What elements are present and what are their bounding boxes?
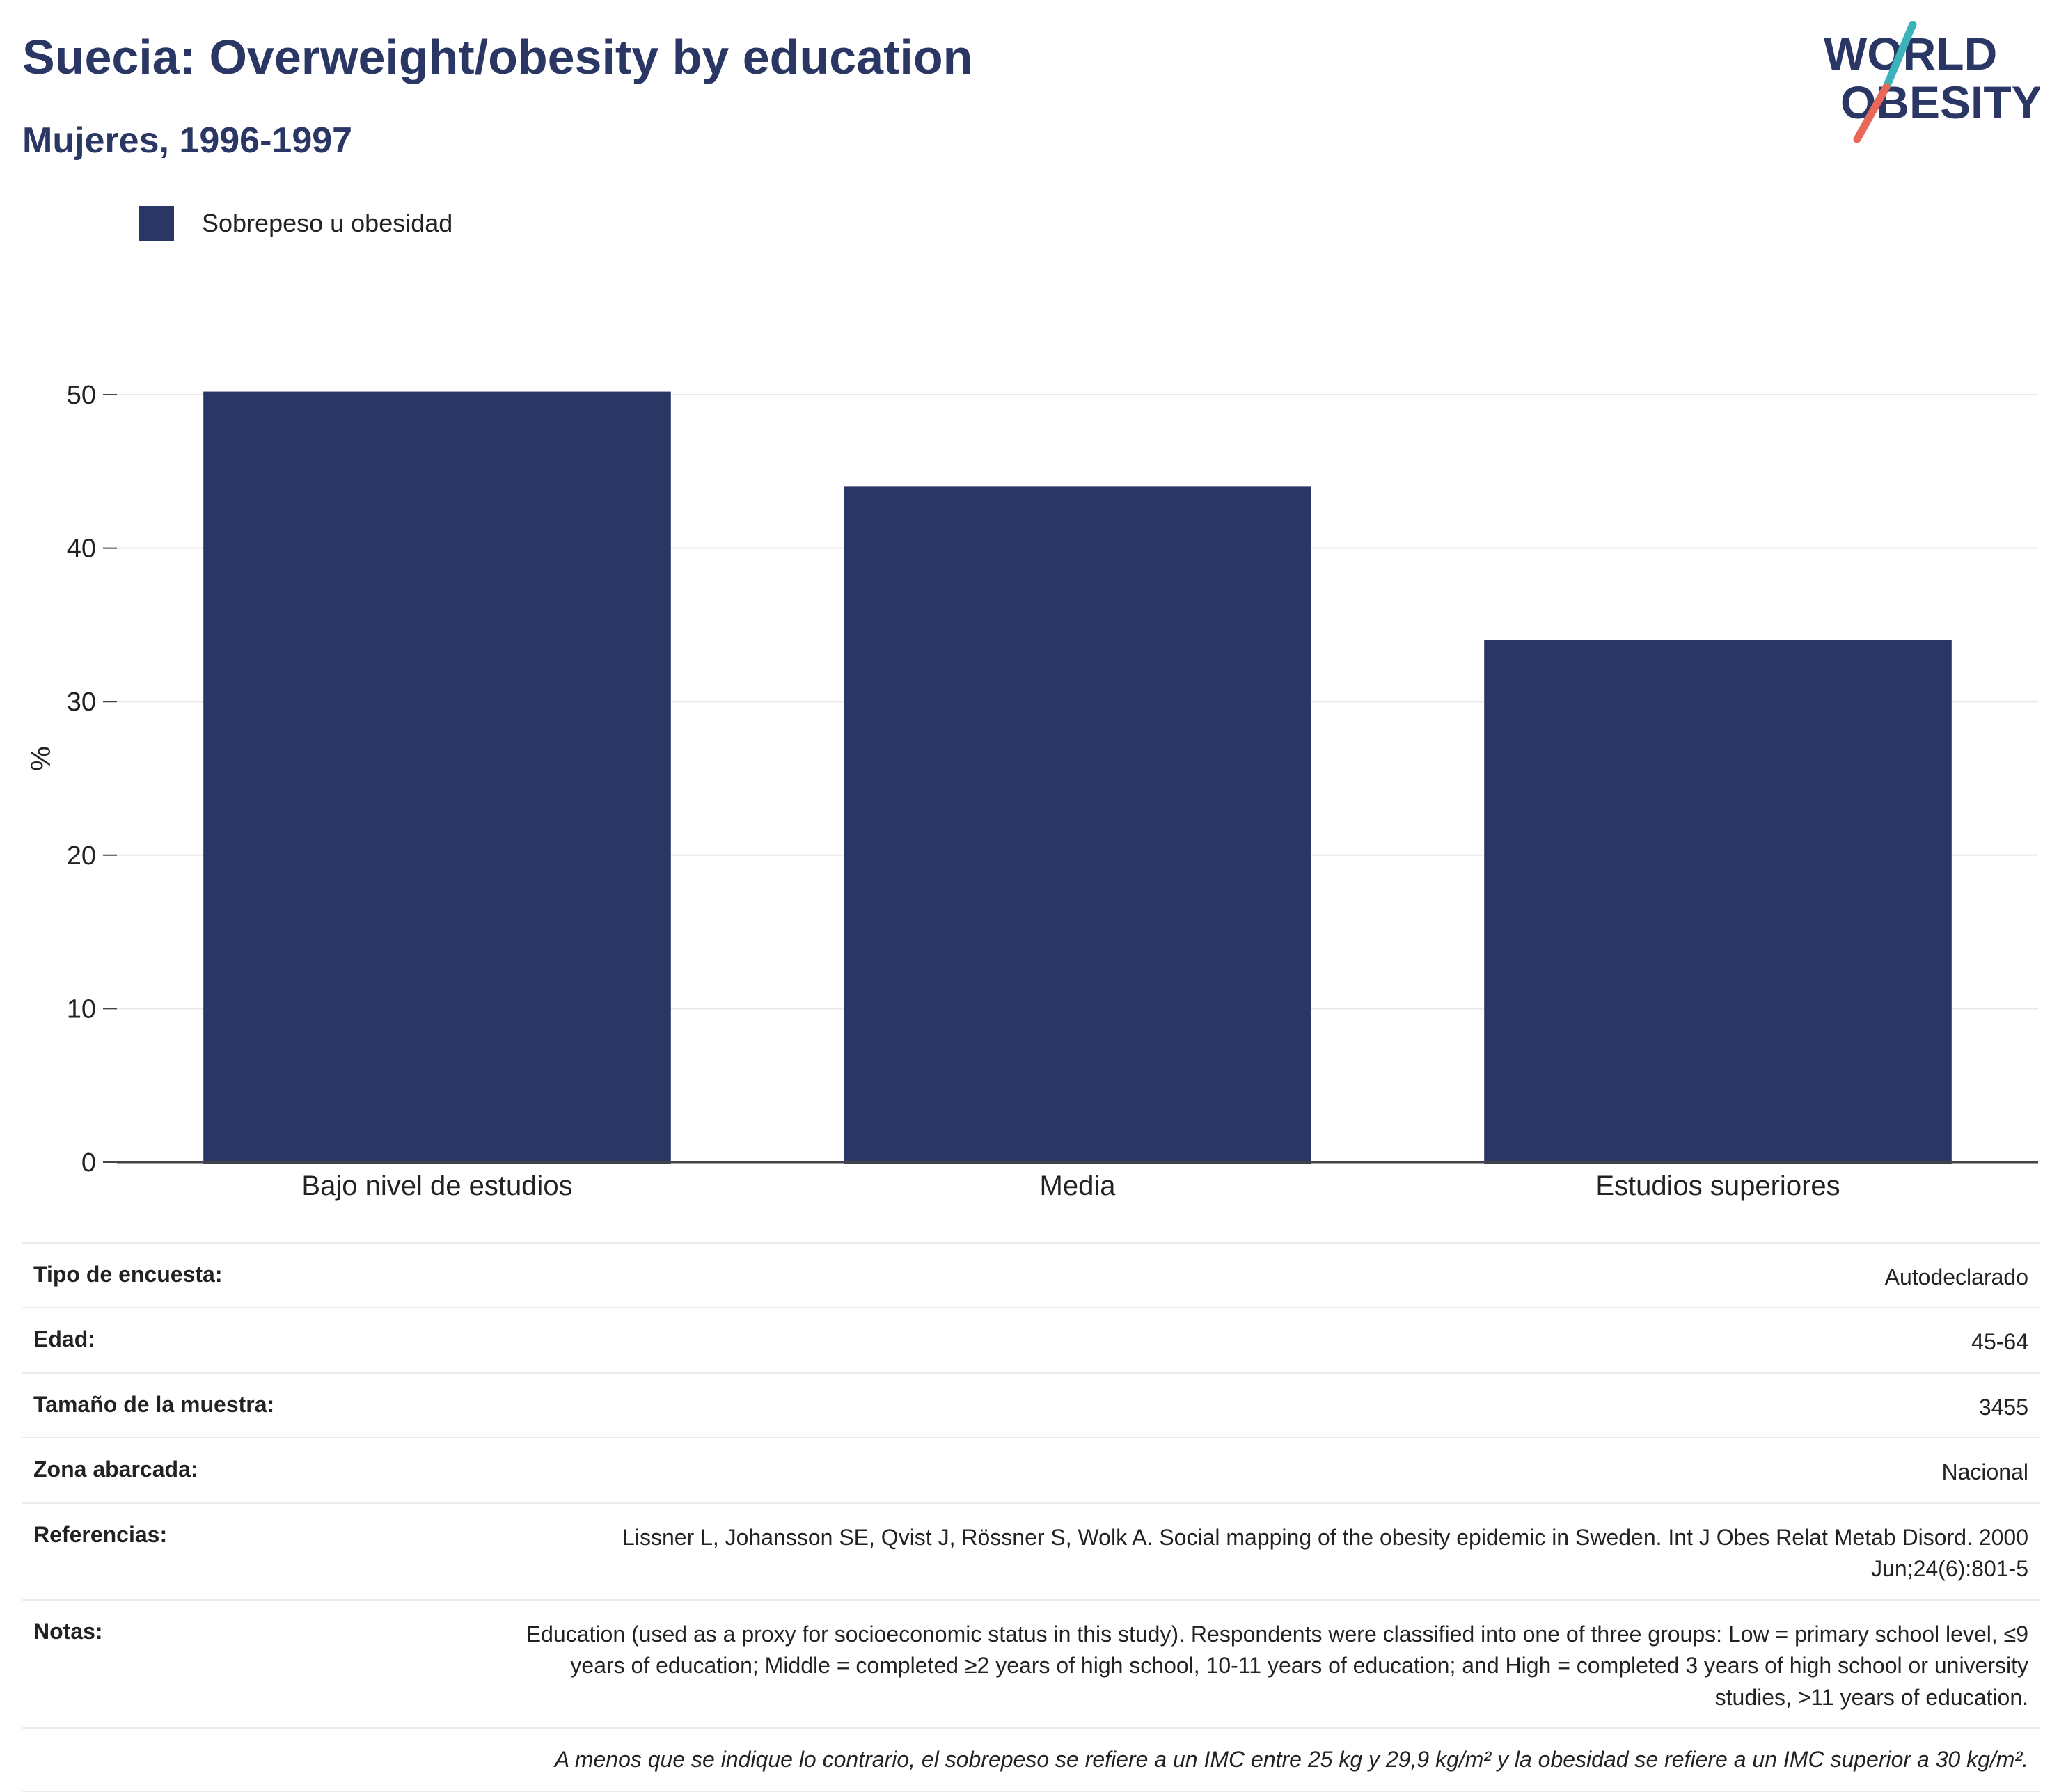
- y-tick-label: 50: [67, 381, 96, 410]
- info-key: Tipo de encuesta:: [33, 1262, 223, 1287]
- info-table: Tipo de encuesta: Autodeclarado Edad: 45-64…: [22, 1242, 2040, 1792]
- x-tick-labels: Bajo nivel de estudios Media Estudios supe…: [301, 1171, 1840, 1201]
- info-value: Nacional: [1941, 1459, 2028, 1485]
- info-key: Referencias:: [33, 1521, 168, 1547]
- footnote: A menos que se indique lo contrario, el …: [22, 1727, 2040, 1792]
- legend-label: Sobrepeso u obesidad: [202, 209, 453, 237]
- y-tick-label: 10: [67, 994, 96, 1024]
- info-value: Education (used as a proxy for socioecon…: [526, 1621, 2028, 1710]
- legend-swatch: [139, 206, 174, 241]
- bars: [203, 391, 1952, 1164]
- info-value: Lissner L, Johansson SE, Qvist J, Rössne…: [622, 1524, 2028, 1582]
- y-axis-label: %: [26, 746, 56, 771]
- y-tick-label: 20: [67, 841, 96, 871]
- info-row: Tamaño de la muestra: 3455: [22, 1372, 2040, 1437]
- y-tick-label: 40: [67, 534, 96, 564]
- info-key: Notas:: [33, 1618, 103, 1644]
- bar-0[interactable]: [203, 391, 671, 1164]
- info-row: Tipo de encuesta: Autodeclarado: [22, 1242, 2040, 1307]
- info-value: 45-64: [1971, 1329, 2028, 1355]
- info-row: Referencias: Lissner L, Johansson SE, Qvi…: [22, 1502, 2040, 1599]
- chart-legend: Sobrepeso u obesidad: [139, 206, 452, 241]
- y-tick-label: 30: [67, 688, 96, 717]
- info-key: Zona abarcada:: [33, 1457, 198, 1482]
- logo-slash-teal: [1882, 21, 1917, 91]
- chart-subtitle: Mujeres, 1996-1997: [22, 120, 353, 161]
- world-obesity-logo: WORLD OBESITY: [1824, 21, 2040, 143]
- logo-slash-coral: [1853, 83, 1891, 143]
- info-row: Edad: 45-64: [22, 1307, 2040, 1372]
- bar-1[interactable]: [844, 486, 1311, 1164]
- info-key: Tamaño de la muestra:: [33, 1391, 275, 1417]
- info-value: Autodeclarado: [1884, 1264, 2028, 1290]
- bar-chart: 0 10 20 30 40 50 Bajo nivel de estudios Media E…: [26, 381, 2038, 1201]
- info-row: Zona abarcada: Nacional: [22, 1437, 2040, 1502]
- x-tick-label: Bajo nivel de estudios: [301, 1171, 572, 1201]
- info-key: Edad:: [33, 1326, 95, 1352]
- info-row: Notas: Education (used as a proxy for soc…: [22, 1599, 2040, 1727]
- y-tick-label: 0: [81, 1148, 96, 1178]
- y-tick-labels: 0 10 20 30 40 50: [67, 381, 117, 1178]
- x-tick-label: Estudios superiores: [1595, 1171, 1840, 1201]
- bar-2[interactable]: [1484, 640, 1952, 1164]
- chart-title: Suecia: Overweight/obesity by education: [22, 30, 973, 84]
- x-tick-label: Media: [1040, 1171, 1117, 1201]
- info-value: 3455: [1978, 1394, 2028, 1420]
